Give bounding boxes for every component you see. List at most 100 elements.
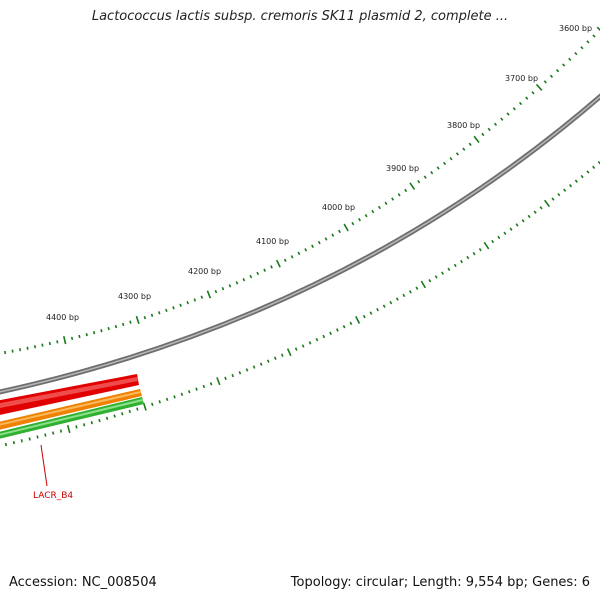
inner-ruler-minor-tick (574, 179, 578, 183)
outer-ruler-minor-tick (436, 166, 440, 170)
outer-ruler-minor-tick (150, 313, 154, 317)
outer-ruler-minor-tick (186, 300, 189, 305)
ruler-label: 4300 bp (118, 292, 151, 301)
inner-ruler-minor-tick (259, 362, 263, 366)
outer-ruler-major-tick (343, 223, 349, 232)
ruler-labels: 3600 bp 3700 bp 3800 bp 3900 bp 4000 bp 4100 … (46, 24, 592, 322)
outer-ruler-minor-tick (290, 255, 294, 259)
outer-ruler-minor-tick (543, 80, 547, 84)
inner-ruler-major-tick (216, 377, 221, 386)
outer-ruler-minor-tick (358, 217, 361, 222)
gene-orange[interactable] (0, 389, 142, 432)
outer-ruler-ticks (4, 26, 600, 355)
outer-ruler-minor-tick (518, 101, 523, 106)
inner-ruler-minor-tick (382, 304, 386, 308)
outer-ruler-minor-tick (525, 96, 529, 100)
outer-ruler-minor-tick (417, 179, 421, 184)
inner-ruler-minor-tick (52, 431, 55, 435)
outer-ruler-minor-tick (574, 51, 578, 56)
inner-ruler-minor-tick (453, 263, 457, 268)
outer-ruler-major-tick (275, 259, 281, 268)
inner-ruler-minor-tick (273, 356, 277, 360)
map-title: Lactococcus lactis subsp. cremoris SK11 … (91, 9, 509, 24)
inner-ruler-minor-tick (301, 344, 305, 348)
inner-ruler-minor-tick (434, 275, 438, 279)
outer-ruler-minor-tick (592, 34, 596, 38)
inner-ruler-minor-tick (539, 206, 543, 210)
outer-ruler-minor-tick (443, 161, 447, 166)
inner-ruler-minor-tick (202, 384, 206, 389)
inner-ruler-major-tick (286, 348, 292, 357)
inner-ruler-minor-tick (173, 395, 176, 399)
inner-ruler-major-tick (355, 316, 361, 324)
inner-ruler-minor-tick (533, 210, 537, 214)
outer-ruler-minor-tick (56, 340, 59, 344)
outer-ruler-minor-tick (249, 274, 253, 279)
outer-ruler-minor-tick (85, 332, 88, 337)
outer-ruler-minor-tick (562, 63, 566, 67)
outer-ruler-minor-tick (129, 320, 132, 324)
inner-ruler-minor-tick (113, 414, 116, 418)
gene-lacr-b4[interactable] (0, 374, 139, 417)
outer-ruler-major-tick (596, 26, 600, 32)
inner-ruler-minor-tick (491, 239, 495, 244)
inner-ruler-minor-tick (592, 165, 596, 170)
inner-ruler-minor-tick (187, 390, 191, 394)
outer-ruler-minor-tick (221, 287, 225, 291)
outer-ruler-minor-tick (297, 251, 301, 256)
inner-ruler-minor-tick (231, 373, 235, 378)
inner-ruler-minor-tick (335, 328, 339, 332)
inner-ruler-minor-tick (294, 347, 298, 351)
outer-ruler-major-tick (62, 336, 67, 345)
outer-ruler-minor-tick (78, 334, 81, 339)
inner-ruler-minor-tick (329, 331, 332, 335)
inner-ruler-minor-tick (151, 402, 154, 406)
outer-ruler-minor-tick (100, 329, 103, 333)
inner-ruler-minor-tick (315, 338, 319, 342)
ruler-label: 3800 bp (447, 121, 480, 130)
inner-ruler-major-tick (66, 424, 71, 434)
outer-ruler-minor-tick (462, 147, 466, 151)
outer-ruler-minor-tick (324, 237, 328, 241)
outer-ruler-minor-tick (377, 205, 381, 210)
gene-label: LACR_B4 (33, 491, 73, 501)
inner-ruler-minor-tick (447, 267, 451, 272)
inner-ruler-minor-tick (20, 439, 23, 443)
outer-ruler-minor-tick (311, 244, 314, 248)
outer-ruler-minor-tick (371, 209, 375, 214)
outer-ruler-minor-tick (580, 46, 584, 50)
ruler-label: 3700 bp (505, 74, 538, 83)
outer-ruler-minor-tick (143, 315, 147, 320)
inner-ruler-major-tick (420, 280, 427, 289)
inner-ruler-major-tick (142, 402, 147, 411)
inner-ruler-minor-tick (195, 387, 198, 391)
inner-ruler-minor-tick (408, 290, 412, 294)
outer-ruler-minor-tick (92, 331, 96, 335)
outer-ruler-minor-tick (304, 248, 308, 252)
outer-ruler-minor-tick (228, 284, 232, 288)
outer-ruler-minor-tick (70, 336, 74, 340)
outer-ruler-minor-tick (449, 157, 453, 161)
ruler-label: 3600 bp (559, 24, 592, 33)
outer-ruler-minor-tick (506, 112, 510, 116)
inner-ruler-minor-tick (395, 297, 399, 301)
outer-ruler-minor-tick (500, 117, 504, 121)
outer-ruler-major-tick (473, 135, 480, 144)
outer-ruler-minor-tick (512, 107, 516, 111)
inner-ruler-minor-tick (308, 341, 312, 345)
outer-ruler-minor-tick (19, 348, 22, 352)
inner-ruler-minor-tick (36, 435, 39, 439)
outer-ruler-minor-tick (468, 142, 472, 146)
outer-ruler-minor-tick (4, 350, 7, 355)
outer-ruler-minor-tick (179, 303, 182, 307)
inner-ruler-minor-tick (460, 259, 464, 264)
outer-ruler-minor-tick (41, 343, 44, 347)
inner-ruler-minor-tick (322, 334, 326, 339)
outer-ruler-minor-tick (193, 298, 197, 302)
outer-ruler-minor-tick (351, 221, 355, 226)
outer-ruler-minor-tick (331, 233, 335, 237)
gene-green[interactable] (0, 397, 144, 441)
outer-ruler-minor-tick (455, 152, 459, 156)
